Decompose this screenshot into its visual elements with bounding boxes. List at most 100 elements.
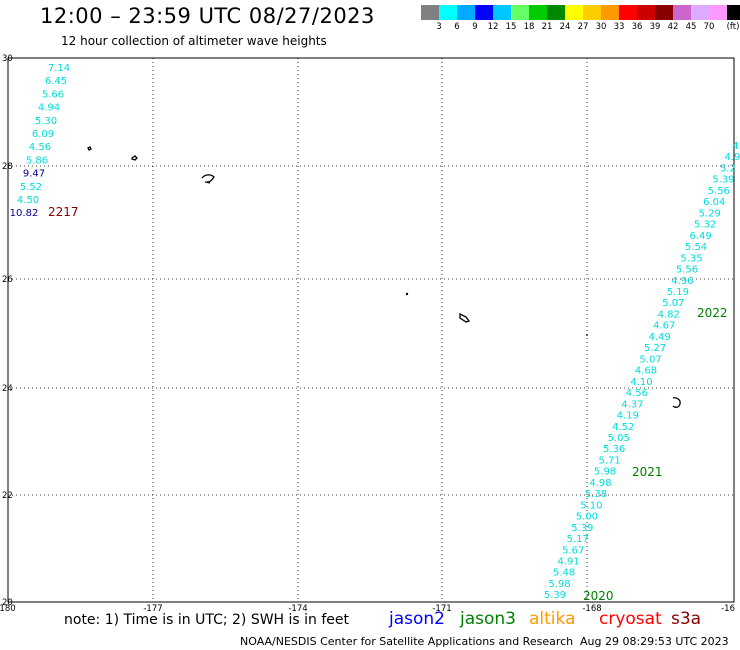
legend-label: 70 xyxy=(703,22,715,32)
swh-value: 5.36 xyxy=(603,444,625,455)
swh-value: 4.10 xyxy=(630,377,652,388)
swh-value: 5.98 xyxy=(594,467,616,478)
legend-label: 9 xyxy=(472,22,478,32)
swh-value: 5.05 xyxy=(608,433,630,444)
legend-label: 12 xyxy=(487,22,499,32)
swh-value: 4.9 xyxy=(724,152,740,163)
sat-s3a-label: s3a xyxy=(671,609,702,629)
legend-swatch xyxy=(691,5,709,20)
swh-value: 5.17 xyxy=(567,534,589,545)
legend-label: (ft) xyxy=(726,22,740,32)
swh-value: 4.56 xyxy=(626,388,648,399)
footer-org: NOAA/NESDIS Center for Satellite Applica… xyxy=(240,635,574,648)
swh-value: 5.86 xyxy=(26,155,48,166)
legend-label: 18 xyxy=(523,22,535,32)
swh-value: 5.30 xyxy=(35,116,57,127)
swh-value: 6.04 xyxy=(703,197,725,208)
legend-label: 27 xyxy=(577,22,589,32)
legend-swatch xyxy=(565,5,583,20)
legend-label: 3 xyxy=(436,22,442,32)
legend-label: 6 xyxy=(454,22,460,32)
legend-swatch xyxy=(511,5,529,20)
swh-value: 5.66 xyxy=(42,89,64,100)
time-label-2022: 2022 xyxy=(697,306,728,320)
swh-value: 4.50 xyxy=(17,195,39,206)
x-axis-label: -168 xyxy=(582,604,601,614)
x-axis-label: -177 xyxy=(143,604,162,614)
y-axis-label: 28 xyxy=(2,162,13,172)
island-outline xyxy=(672,397,681,408)
y-axis-label: 20 xyxy=(2,598,13,608)
y-axis-label: 24 xyxy=(2,384,13,394)
sat-altika-label: altika xyxy=(529,609,576,629)
swh-value: 6.09 xyxy=(32,129,54,140)
legend-swatch xyxy=(727,5,740,20)
swh-value: 4.56 xyxy=(29,142,51,153)
swh-value: 4.52 xyxy=(612,422,634,433)
color-legend: 3 6 9 12 15 18 21 24 27 30 33 36 39 42 45 70 (ft) xyxy=(421,5,740,34)
time-label-2217: 2217 xyxy=(48,205,79,219)
swh-value: 5.52 xyxy=(20,182,42,193)
legend-label: 30 xyxy=(595,22,607,32)
swh-value: 5.98 xyxy=(548,579,570,590)
swh-value: 5.19 xyxy=(667,287,689,298)
x-axis-label: -180 xyxy=(0,604,16,614)
y-axis-label: 30 xyxy=(2,54,13,64)
swh-value: 5.54 xyxy=(685,242,707,253)
swh-value: 5.07 xyxy=(662,298,684,309)
swh-value: 5.48 xyxy=(553,568,575,579)
x-axis-label: -16 xyxy=(721,604,735,614)
legend-swatch xyxy=(547,5,565,20)
swh-value: 5.27 xyxy=(644,343,666,354)
swh-value: 4.19 xyxy=(617,411,639,422)
x-axis-label: -174 xyxy=(288,604,307,614)
legend-swatch xyxy=(421,5,439,20)
x-axis-label: -171 xyxy=(432,604,451,614)
island-dot xyxy=(405,292,409,296)
swh-value: 4.82 xyxy=(658,309,680,320)
legend-swatch xyxy=(709,5,727,20)
legend-swatch xyxy=(673,5,691,20)
island-outline xyxy=(459,312,471,323)
swh-value: 5.39 xyxy=(712,175,734,186)
y-axis-label: 22 xyxy=(2,491,13,501)
footer-note: note: 1) Time is in UTC; 2) SWH is in fe… xyxy=(64,612,350,628)
swh-value: 5.56 xyxy=(676,265,698,276)
legend-swatch xyxy=(457,5,475,20)
swh-value: 4.49 xyxy=(649,332,671,343)
swh-value: 5.56 xyxy=(708,186,730,197)
swh-value: 4. xyxy=(732,141,740,152)
legend-swatch xyxy=(529,5,547,20)
swh-value: 4.98 xyxy=(589,478,611,489)
swh-value: 5.67 xyxy=(562,545,584,556)
swh-value: 5.10 xyxy=(580,500,602,511)
swh-value: 6.45 xyxy=(45,76,67,87)
swh-value: 5.32 xyxy=(694,220,716,231)
legend-label: 45 xyxy=(685,22,697,32)
legend-swatches xyxy=(421,5,740,20)
swh-value: 4.68 xyxy=(635,366,657,377)
legend-label: 42 xyxy=(667,22,679,32)
sat-jason3-label: jason3 xyxy=(460,609,516,629)
page-title: 12:00 – 23:59 UTC 08/27/2023 xyxy=(40,4,375,28)
swh-value: 5.39 xyxy=(544,590,566,601)
swh-value: 5.2 xyxy=(720,163,736,174)
swh-value: 6.49 xyxy=(689,231,711,242)
swh-value: 5.35 xyxy=(680,253,702,264)
legend-swatch xyxy=(619,5,637,20)
legend-label: 15 xyxy=(505,22,517,32)
swh-value: 4.67 xyxy=(653,321,675,332)
legend-swatch xyxy=(655,5,673,20)
swh-value: 5.07 xyxy=(639,354,661,365)
swh-value: 4.91 xyxy=(558,557,580,568)
legend-label: 21 xyxy=(541,22,553,32)
legend-label: 36 xyxy=(631,22,643,32)
legend-swatch xyxy=(583,5,601,20)
swh-value: 5.71 xyxy=(598,455,620,466)
legend-swatch xyxy=(439,5,457,20)
time-label-2021: 2021 xyxy=(632,465,663,479)
legend-swatch xyxy=(493,5,511,20)
legend-swatch xyxy=(475,5,493,20)
sat-cryosat-label: cryosat xyxy=(599,609,662,629)
